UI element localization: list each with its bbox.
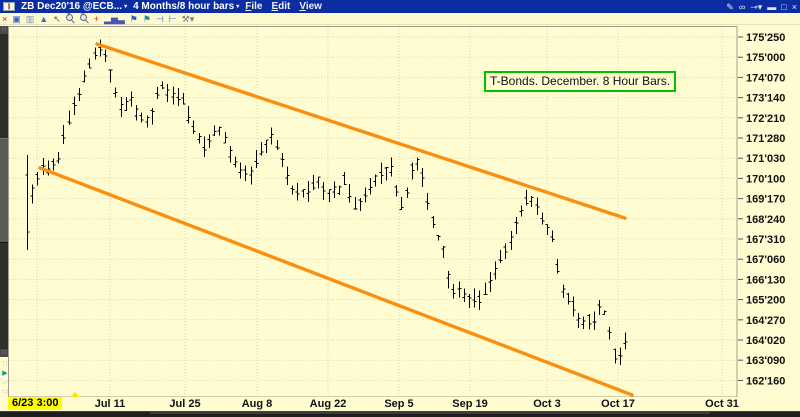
play-tool-icon[interactable]: ▶ — [2, 370, 8, 377]
y-axis-label: 169'170 — [746, 194, 785, 206]
x-axis-label: Jul 25 — [169, 398, 201, 410]
titlebar-controls: ✎ ∞ ⊸▾ ▬ □ × — [726, 2, 797, 12]
channel-line-upper[interactable] — [95, 42, 627, 220]
drawing-toolbar: × ▣ ▥ ▲ ↖ + − + ▂▅▃ ⚑ ⚑ ⊣ ⊢ ⚒▾ — [0, 11, 800, 25]
x-axis-label: Sep 5 — [384, 398, 414, 410]
chart-region: 175'250 175'000 174'070 173'140 172'210 171'2… — [0, 25, 800, 398]
pencil-icon[interactable]: ✎ — [726, 1, 734, 12]
y-axis-label: 167'310 — [746, 234, 785, 246]
flag-blue-icon[interactable]: ⚑ — [129, 13, 138, 24]
channel-line-lower[interactable] — [38, 166, 634, 397]
x-axis-strip: 6/23 3:00 Jul 11 Jul 25 Aug 8 Aug 22 Sep 5 Se… — [0, 397, 800, 411]
chevron-down-icon: ▾ — [236, 4, 240, 10]
plot-border — [8, 26, 738, 397]
y-axis-label: 171'030 — [746, 153, 785, 165]
symbol-label: ZB Dec20'16 @ECB... — [21, 1, 123, 12]
price-bars — [25, 39, 628, 365]
y-axis-label: 175'000 — [746, 52, 785, 64]
minimize-button[interactable]: ▬ — [767, 1, 777, 12]
menu-bar: File Edit View — [245, 1, 322, 12]
x-axis-label: Sep 19 — [452, 398, 488, 410]
close-button[interactable]: × — [791, 1, 797, 12]
mag-sign: + — [66, 11, 71, 18]
scrollbar-thumb[interactable] — [0, 138, 8, 243]
window-bottom-edge — [0, 411, 800, 417]
flag-teal-icon[interactable]: ⚑ — [142, 13, 151, 24]
menu-edit[interactable]: Edit — [271, 1, 291, 12]
session-marker-icon — [70, 392, 80, 398]
left-tool-icons: ∷ ▶ ▱ ▭ — [0, 361, 10, 396]
symbol-dropdown-button[interactable]: ZB Dec20'16 @ECB... ▾ — [21, 1, 127, 12]
y-axis-label: 165'200 — [746, 295, 785, 307]
y-axis-label: 168'240 — [746, 214, 785, 226]
y-axis-label: 175'250 — [746, 32, 785, 44]
x-axis-label: Oct 31 — [705, 398, 739, 410]
x-axis-label: Aug 22 — [309, 398, 347, 410]
y-axis-label: 170'100 — [746, 173, 785, 185]
scrollbar-top-button[interactable]: ∷ — [0, 26, 8, 34]
vertical-scrollbar[interactable]: ∷ ∷ — [0, 26, 8, 357]
marker-right-icon[interactable]: ⊢ — [168, 13, 177, 24]
y-axis-label: 171'280 — [746, 133, 785, 145]
scroll-grip-icon[interactable]: ∷ — [2, 361, 8, 368]
y-axis-label: 167'060 — [746, 254, 785, 266]
y-axis-label: 164'020 — [746, 335, 785, 347]
pointer-tool-icon[interactable]: ↖ — [53, 13, 61, 24]
crosshair-icon[interactable]: + — [93, 13, 100, 24]
faint-icon-1[interactable]: ▱ — [2, 379, 8, 386]
menu-view[interactable]: View — [299, 1, 322, 12]
y-axis-label: 163'090 — [746, 355, 785, 367]
link-icon[interactable]: ∞ — [738, 1, 746, 12]
faint-icon-2[interactable]: ▭ — [1, 388, 9, 395]
bar-chart-icon[interactable]: ▥ — [25, 13, 35, 24]
triangle-tool-icon[interactable]: ▲ — [39, 13, 49, 24]
mag-sign: − — [80, 11, 85, 18]
app-icon: ∥ — [3, 2, 15, 11]
timeframe-dropdown-button[interactable]: 4 Months/8 hour bars ▾ — [133, 1, 239, 12]
x-axis-label: Jul 11 — [94, 398, 126, 410]
scrollbar-bottom-button[interactable]: ∷ — [0, 349, 8, 357]
chevron-down-icon: ▾ — [124, 4, 128, 10]
chart-annotation[interactable]: T-Bonds. December. 8 Hour Bars. — [484, 71, 677, 92]
timeframe-label: 4 Months/8 hour bars — [133, 1, 235, 12]
y-axis-label: 166'130 — [746, 274, 785, 286]
y-axis-label: 162'160 — [746, 376, 785, 388]
menu-file[interactable]: File — [245, 1, 263, 12]
zoom-in-icon[interactable]: + — [65, 11, 75, 23]
maximize-button[interactable]: □ — [781, 1, 787, 12]
close-chart-icon[interactable]: × — [2, 13, 8, 24]
window-icon[interactable]: ▣ — [12, 13, 21, 24]
y-axis-label: 174'070 — [746, 72, 785, 84]
taskbar-segment — [150, 412, 710, 414]
x-axis-label: Oct 3 — [533, 398, 561, 410]
x-axis-label: Oct 17 — [601, 398, 635, 410]
zoom-out-icon[interactable]: − — [79, 11, 89, 23]
pin-icon[interactable]: ⊸▾ — [750, 1, 763, 12]
y-axis-label: 173'140 — [746, 93, 785, 105]
tools-icon[interactable]: ⚒▾ — [181, 13, 195, 24]
marker-left-icon[interactable]: ⊣ — [155, 13, 164, 24]
title-bar: ∥ ZB Dec20'16 @ECB... ▾ 4 Months/8 hour … — [0, 0, 800, 13]
y-axis-label: 164'270 — [746, 315, 785, 327]
x-axis-label: Aug 8 — [241, 398, 273, 410]
indicator-chart-icon[interactable]: ▂▅▃ — [104, 13, 125, 24]
cursor-time-readout: 6/23 3:00 — [8, 397, 63, 410]
y-axis-label: 172'210 — [746, 113, 785, 125]
chart-plot-area[interactable]: 175'250 175'000 174'070 173'140 172'210 171'2… — [0, 25, 800, 397]
